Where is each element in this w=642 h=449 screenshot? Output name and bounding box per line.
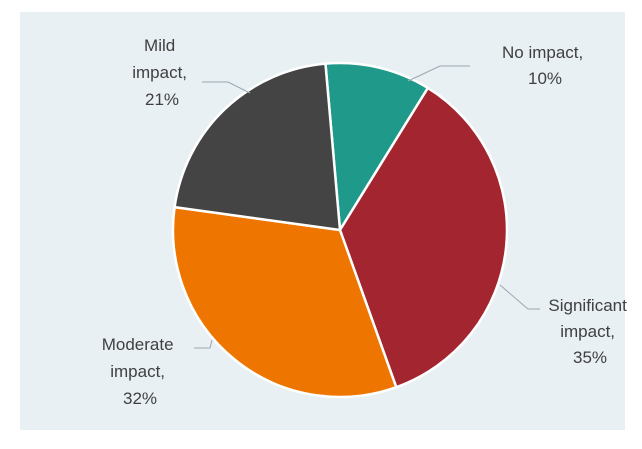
- leader-line-significant-impact: [499, 284, 540, 310]
- data-label-mild-impact-line3: 21%: [145, 90, 179, 109]
- pie-slices: [171, 61, 509, 399]
- data-label-moderate-impact-line3: 32%: [123, 389, 157, 408]
- data-labels: No impact, 10% Significant impact, 35% M…: [102, 36, 631, 408]
- leader-lines: [194, 65, 540, 349]
- data-label-mild-impact: Mild impact, 21%: [132, 36, 192, 109]
- data-label-moderate-impact: Moderate impact, 32%: [102, 335, 179, 408]
- data-label-significant-impact-line2: impact,: [560, 322, 615, 341]
- data-label-mild-impact-line2: impact,: [132, 63, 187, 82]
- pie-slice-mild-impact: [173, 62, 342, 232]
- data-label-significant-impact-line3: 35%: [573, 348, 607, 367]
- data-label-significant-impact-line1: Significant: [548, 296, 627, 315]
- leader-line-mild-impact: [202, 81, 251, 94]
- pie-slice-moderate-impact: [171, 205, 398, 399]
- pie-slice-no-impact: [324, 61, 430, 232]
- data-label-moderate-impact-line1: Moderate: [102, 335, 174, 354]
- data-label-no-impact: No impact, 10%: [502, 43, 588, 88]
- leader-line-moderate-impact: [194, 339, 213, 349]
- data-label-no-impact-line1: No impact,: [502, 43, 583, 62]
- data-label-no-impact-line2: 10%: [528, 69, 562, 88]
- data-label-mild-impact-line1: Mild: [144, 36, 175, 55]
- data-label-significant-impact: Significant impact, 35%: [548, 296, 631, 367]
- pie-slice-significant-impact: [338, 86, 509, 389]
- data-label-moderate-impact-line2: impact,: [110, 362, 165, 381]
- leader-line-no-impact: [407, 65, 470, 82]
